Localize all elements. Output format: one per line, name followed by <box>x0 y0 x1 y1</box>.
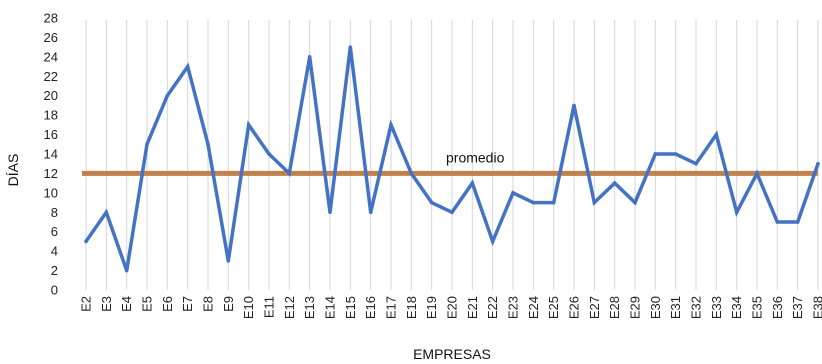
data-point <box>307 55 312 59</box>
x-tick-label: E15 <box>343 296 358 319</box>
x-tick-label: E32 <box>689 296 704 319</box>
y-tick-label: 8 <box>51 205 58 220</box>
average-label: promedio <box>446 149 505 165</box>
x-tick-label: E24 <box>526 296 541 319</box>
data-point <box>409 171 414 176</box>
x-tick-label: E35 <box>750 296 765 319</box>
data-point <box>653 152 658 156</box>
data-point <box>694 161 698 166</box>
y-tick-label: 0 <box>51 283 58 298</box>
data-point <box>633 200 637 205</box>
x-axis-ticks: E2 E3 E4 E5 E6 E7 E8 E9 E10 E11 E12 E13 E14 E15 E16 E17… <box>79 296 822 319</box>
x-tick-label: E31 <box>668 296 683 319</box>
y-tick-label: 26 <box>44 30 58 45</box>
y-tick-label: 28 <box>44 11 58 26</box>
x-tick-label: E3 <box>99 296 114 312</box>
y-tick-label: 14 <box>44 147 58 162</box>
x-tick-label: E27 <box>587 296 602 319</box>
x-tick-label: E29 <box>628 296 643 319</box>
data-point <box>84 239 88 244</box>
data-point <box>429 200 434 205</box>
x-tick-label: E11 <box>262 296 277 318</box>
x-tick-label: E20 <box>445 296 460 319</box>
x-tick-label: E36 <box>770 296 785 319</box>
x-tick-label: E34 <box>729 296 744 319</box>
x-tick-label: E21 <box>465 296 480 319</box>
x-tick-label: E13 <box>302 296 317 319</box>
data-point <box>348 45 353 49</box>
x-tick-label: E4 <box>119 296 134 312</box>
x-tick-label: E37 <box>790 296 805 319</box>
y-tick-label: 20 <box>44 88 58 103</box>
data-point <box>816 161 820 166</box>
x-tick-label: E22 <box>485 296 500 319</box>
y-tick-label: 18 <box>44 108 58 123</box>
x-tick-label: E6 <box>160 296 175 312</box>
y-tick-label: 4 <box>51 244 58 259</box>
x-tick-label: E25 <box>546 296 561 319</box>
data-point <box>246 123 251 127</box>
y-tick-label: 12 <box>44 166 58 181</box>
data-point <box>328 210 332 215</box>
x-tick-label: E33 <box>709 296 724 319</box>
x-tick-label: E38 <box>811 296 822 319</box>
x-tick-label: E30 <box>648 296 663 319</box>
data-point <box>775 220 780 224</box>
data-point <box>551 200 556 205</box>
data-point <box>531 200 536 205</box>
x-tick-label: E16 <box>363 296 378 319</box>
x-tick-label: E17 <box>384 296 399 319</box>
data-point <box>287 171 292 176</box>
x-tick-label: E8 <box>201 296 216 312</box>
data-point <box>673 152 678 156</box>
x-tick-label: E26 <box>567 296 582 319</box>
data-point <box>389 123 393 127</box>
data-point <box>165 93 170 98</box>
data-point <box>185 64 190 69</box>
y-tick-label: 22 <box>44 69 58 84</box>
data-point <box>124 268 129 273</box>
data-point <box>104 210 109 215</box>
x-tick-label: E10 <box>241 296 256 319</box>
data-point <box>612 181 617 185</box>
x-tick-label: E18 <box>404 296 419 319</box>
data-point <box>734 210 739 215</box>
x-tick-label: E2 <box>79 296 94 312</box>
data-point <box>511 191 515 195</box>
x-tick-label: E12 <box>282 296 297 319</box>
x-tick-label: E14 <box>323 296 338 319</box>
x-tick-label: E28 <box>607 296 622 319</box>
data-point <box>145 142 149 147</box>
data-point <box>226 259 231 263</box>
x-tick-label: E5 <box>140 296 155 312</box>
data-point <box>206 142 210 147</box>
data-point <box>714 132 719 137</box>
y-tick-label: 6 <box>51 224 58 239</box>
x-tick-label: E23 <box>506 296 521 319</box>
data-point <box>755 171 759 176</box>
y-tick-label: 16 <box>44 127 58 142</box>
x-tick-label: E9 <box>221 296 236 312</box>
data-point <box>368 210 373 215</box>
data-point <box>267 152 271 156</box>
data-point <box>592 200 597 205</box>
y-tick-label: 24 <box>44 49 58 64</box>
data-point <box>572 103 576 108</box>
data-point <box>795 220 800 224</box>
y-axis-title: DÍAS <box>5 154 21 187</box>
x-tick-label: E7 <box>180 296 195 312</box>
x-axis-title: EMPRESAS <box>413 346 491 362</box>
data-point <box>470 181 475 185</box>
data-point <box>490 239 495 244</box>
y-tick-label: 10 <box>44 185 58 200</box>
data-points <box>84 45 820 273</box>
y-tick-label: 2 <box>51 263 58 278</box>
data-point <box>450 210 454 215</box>
x-tick-label: E19 <box>424 296 439 319</box>
